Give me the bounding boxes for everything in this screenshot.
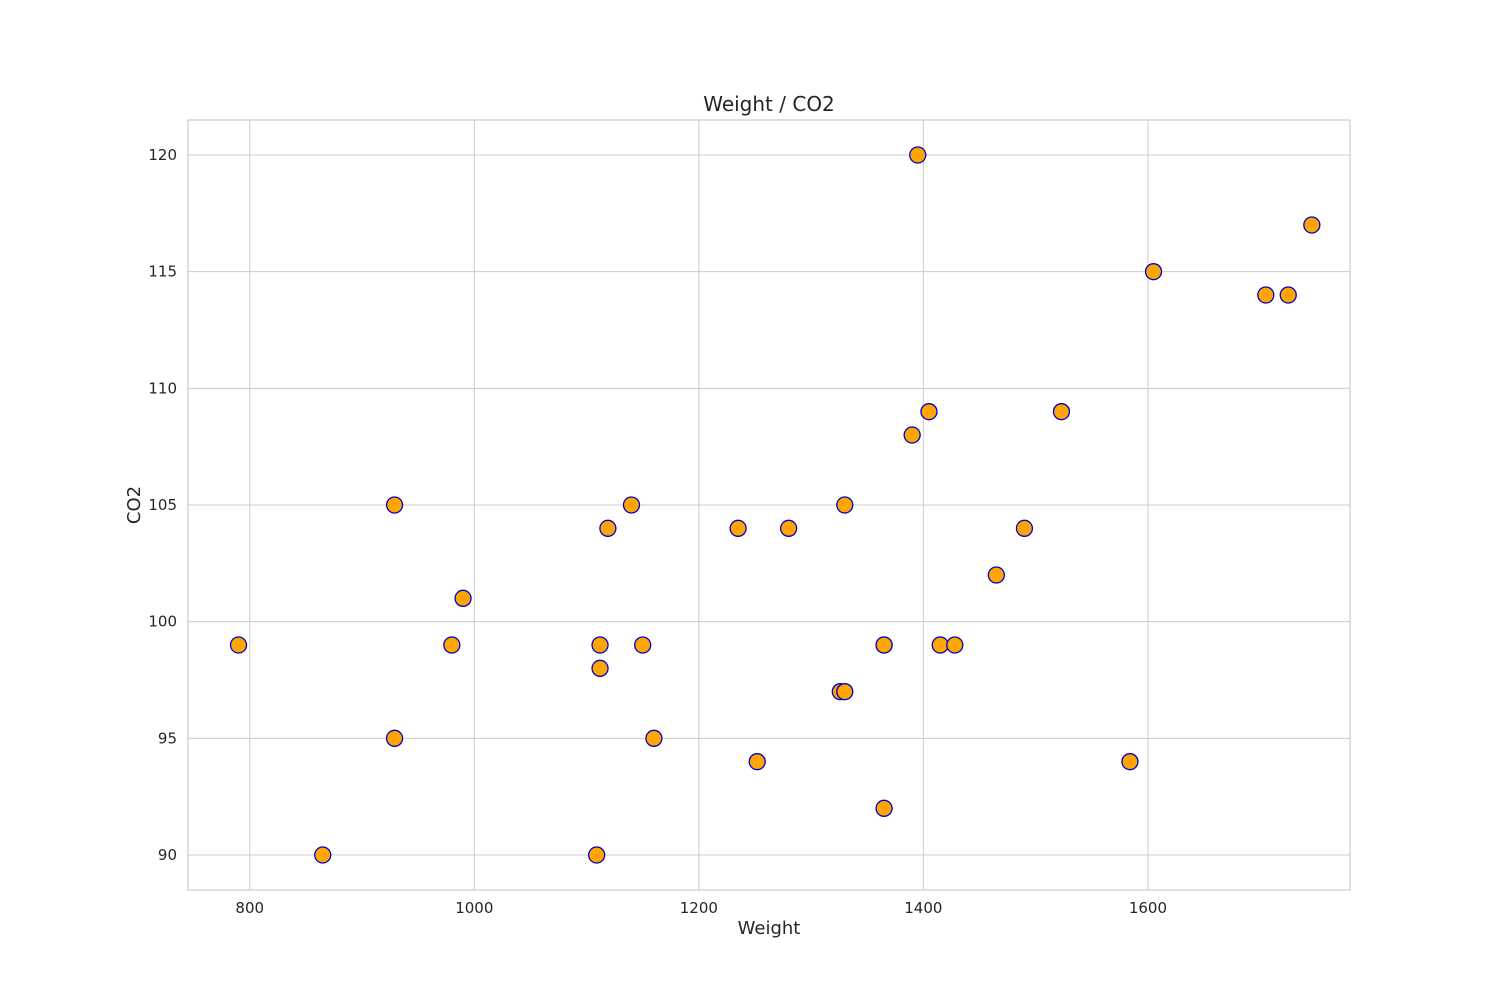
y-tick-label: 100 [148, 613, 177, 631]
x-tick-label: 800 [235, 899, 264, 917]
data-point [1121, 753, 1139, 771]
data-point [1015, 519, 1034, 537]
data-point [987, 566, 1005, 584]
data-point [385, 496, 404, 514]
data-point [314, 846, 332, 864]
data-point [229, 636, 248, 654]
data-point [599, 519, 617, 537]
y-tick-label: 115 [148, 263, 177, 281]
y-tick-label: 110 [148, 379, 177, 397]
data-points [229, 146, 1321, 864]
y-tick-label: 95 [158, 729, 177, 747]
data-point [920, 403, 938, 421]
plot-frame [187, 119, 1351, 891]
data-point [779, 519, 798, 537]
y-tick-label: 105 [148, 496, 177, 514]
y-tick-label: 120 [148, 146, 177, 164]
data-point [903, 426, 921, 444]
data-point [875, 799, 893, 817]
data-point [385, 729, 404, 747]
data-point [443, 636, 461, 654]
data-point [909, 146, 927, 164]
data-point [634, 636, 652, 654]
y-axis-label: CO2 [124, 486, 145, 524]
data-point [591, 636, 609, 654]
data-point [931, 636, 949, 654]
data-point [645, 729, 663, 747]
data-point [836, 496, 854, 514]
data-point [1144, 263, 1163, 281]
data-point [875, 636, 893, 654]
data-point [1303, 216, 1321, 234]
tick-labels: 800 1000 1200 1400 1600 90 95 100 105 110 115 120 [148, 146, 1167, 917]
data-point [588, 846, 606, 864]
y-tick-label: 90 [158, 846, 177, 864]
data-point [454, 589, 472, 607]
chart-title: Weight / CO2 [703, 92, 835, 116]
data-point [1279, 286, 1297, 304]
x-tick-label: 1000 [455, 899, 493, 917]
data-point [836, 683, 854, 701]
x-tick-label: 1400 [904, 899, 942, 917]
data-point [729, 519, 747, 537]
data-point [946, 636, 964, 654]
x-tick-label: 1200 [680, 899, 718, 917]
data-point [622, 496, 641, 514]
data-point [1052, 403, 1071, 421]
x-tick-label: 1600 [1129, 899, 1167, 917]
data-point [1257, 286, 1275, 304]
data-point [748, 753, 766, 771]
grid [188, 120, 1350, 890]
x-axis-label: Weight [738, 918, 801, 939]
data-point [591, 659, 609, 677]
